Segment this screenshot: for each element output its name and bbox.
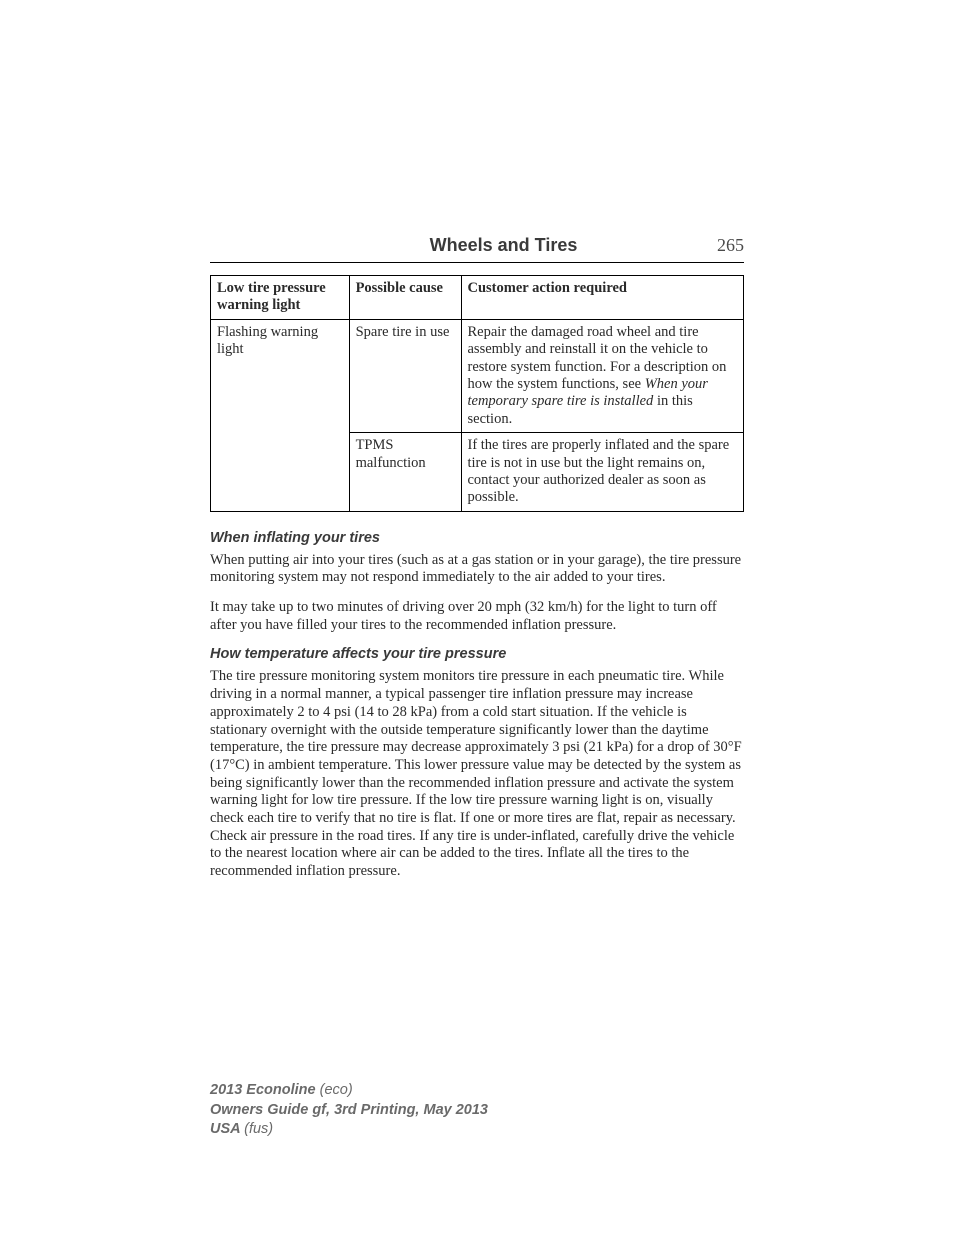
subheading: How temperature affects your tire pressu… [210,646,744,662]
tpms-table: Low tire pressure warning light Possible… [210,275,744,512]
warning-light-cell: Flashing warning light [211,319,350,511]
table-header: Low tire pressure warning light [211,276,350,320]
action-cell: If the tires are properly inflated and t… [461,433,744,512]
table-header-row: Low tire pressure warning light Possible… [211,276,744,320]
body-paragraph: The tire pressure monitoring system moni… [210,668,744,880]
footer-code: (eco) [320,1082,353,1098]
footer-line: 2013 Econoline (eco) [210,1081,488,1101]
footer-model: 2013 Econoline [210,1082,316,1098]
body-paragraph: It may take up to two minutes of driving… [210,599,744,634]
table-header: Customer action required [461,276,744,320]
section-title: Wheels and Tires [210,235,717,256]
cause-cell: TPMS malfunction [349,433,461,512]
body-paragraph: When putting air into your tires (such a… [210,552,744,587]
page-header: Wheels and Tires 265 [210,235,744,263]
page-footer: 2013 Econoline (eco) Owners Guide gf, 3r… [210,1081,488,1140]
subheading: When inflating your tires [210,530,744,546]
footer-region: USA [210,1121,240,1137]
footer-line: Owners Guide gf, 3rd Printing, May 2013 [210,1101,488,1121]
table-row: Flashing warning light Spare tire in use… [211,319,744,432]
page: Wheels and Tires 265 Low tire pressure w… [0,0,954,1235]
table-header: Possible cause [349,276,461,320]
cause-cell: Spare tire in use [349,319,461,432]
footer-line: USA (fus) [210,1120,488,1140]
page-number: 265 [717,235,744,256]
action-cell: Repair the damaged road wheel and tire a… [461,319,744,432]
footer-code: (fus) [244,1121,273,1137]
